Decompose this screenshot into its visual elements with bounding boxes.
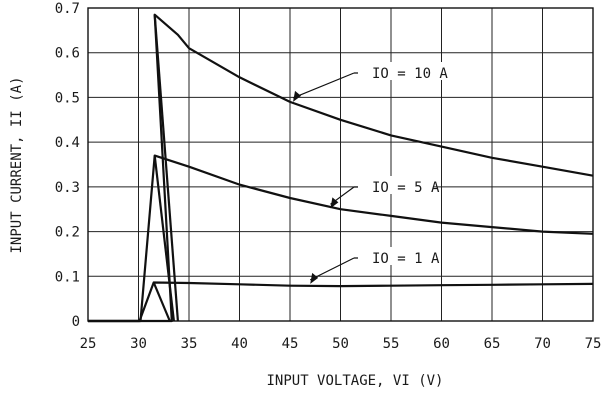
x-tick-label: 30 — [130, 336, 147, 352]
x-tick-label: 75 — [585, 336, 602, 352]
y-tick-label: 0.6 — [55, 46, 80, 62]
plot-frame — [87, 7, 594, 322]
annotation-leader — [292, 72, 355, 99]
y-tick-label: 0.2 — [55, 225, 80, 241]
series-startup-edge — [153, 14, 179, 322]
x-axis-label: INPUT VOLTAGE, VI (V) — [266, 373, 443, 389]
x-tick-label: 70 — [534, 336, 551, 352]
x-tick-label: 60 — [433, 336, 450, 352]
y-axis-label: INPUT CURRENT, II (A) — [9, 76, 25, 253]
annotation-layer: IO = 10 A IO = 5 A IO = 1 A — [292, 62, 448, 284]
x-tick-label: 25 — [80, 336, 97, 352]
annotation-bg — [358, 62, 443, 80]
series-label: IO = 1 A — [372, 251, 440, 267]
x-tick-label: 35 — [181, 336, 198, 352]
annotation-bg — [358, 247, 434, 265]
x-tick-label: 50 — [332, 336, 349, 352]
curve-layer — [88, 13, 594, 323]
x-tick-label: 65 — [484, 336, 501, 352]
series-line — [88, 281, 594, 323]
y-tick-label: 0 — [72, 314, 80, 330]
x-tick-labels: 25 30 35 40 45 50 55 60 65 70 75 — [80, 336, 602, 352]
annotation-leader — [309, 257, 355, 281]
y-tick-label: 0.5 — [55, 90, 80, 106]
y-tick-label: 0.4 — [55, 135, 80, 151]
arrowhead — [293, 90, 302, 102]
y-tick-label: 0.1 — [55, 269, 80, 285]
series-label: IO = 10 A — [372, 66, 448, 82]
series-startup-edge — [152, 282, 171, 322]
annotation-bg — [358, 176, 434, 194]
y-tick-labels: 0 0.1 0.2 0.3 0.4 0.5 0.6 0.7 — [55, 1, 80, 330]
arrowhead — [330, 197, 339, 209]
x-tick-label: 40 — [231, 336, 248, 352]
x-tick-label: 55 — [383, 336, 400, 352]
series-label: IO = 5 A — [372, 180, 440, 196]
arrowhead — [310, 272, 319, 284]
y-tick-label: 0.7 — [55, 1, 80, 17]
series-line — [88, 154, 594, 323]
x-tick-label: 45 — [282, 336, 299, 352]
y-tick-label: 0.3 — [55, 180, 80, 196]
series-startup-edge — [153, 155, 175, 322]
